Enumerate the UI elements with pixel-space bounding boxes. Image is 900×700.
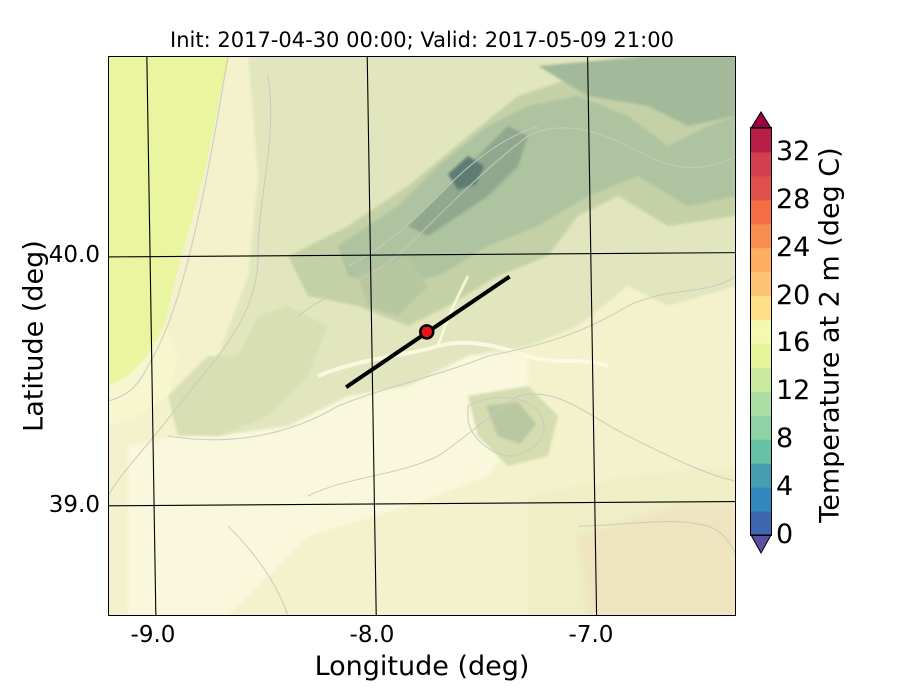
colorbar-tick-label: 12	[776, 375, 811, 407]
colorbar-bin	[751, 247, 771, 273]
colorbar	[750, 111, 772, 555]
contour-line	[307, 393, 736, 497]
colorbar-tick-label: 8	[776, 423, 794, 455]
colorbar-bin	[751, 223, 771, 249]
colorbar-tick-label: 24	[776, 231, 811, 263]
colorbar-bin	[751, 439, 771, 464]
colorbar-bin	[751, 511, 771, 536]
colorbar-bin	[751, 128, 771, 153]
cross-section-midpoint-marker	[418, 324, 435, 340]
contour-line	[227, 525, 289, 616]
parallel-gridline	[108, 252, 736, 258]
plot-title: Init: 2017-04-30 00:00; Valid: 2017-05-0…	[170, 28, 674, 52]
map-plot	[108, 56, 736, 616]
colorbar-extend-max-arrow	[750, 111, 772, 129]
contour-line	[108, 56, 229, 402]
mountain-core-region	[338, 96, 736, 286]
colorbar-bin	[751, 343, 771, 368]
southeast-warm-region	[578, 504, 736, 616]
river-valley-line	[436, 275, 470, 347]
contour-line	[108, 75, 272, 497]
x-tick-label: -7.0	[568, 622, 614, 648]
summit-region	[448, 156, 484, 190]
colorbar-label: Temperature at 2 m (deg C)	[814, 147, 846, 523]
colorbar-bin	[751, 295, 771, 321]
meridian-gridline	[146, 56, 157, 616]
colorbar-frame	[750, 127, 772, 536]
colorbar-extend-min-arrow	[750, 534, 772, 555]
meridian-gridline	[366, 56, 377, 616]
colorbar-bin	[751, 151, 771, 177]
colorbar-tick-label: 0	[776, 519, 794, 550]
contour-line	[577, 521, 736, 557]
plot-frame	[108, 56, 736, 616]
colorbar-bin	[751, 415, 771, 440]
colorbar-bin	[751, 463, 771, 488]
river-valley-line	[317, 340, 609, 378]
y-tick-label: 39.0	[48, 492, 100, 518]
x-tick-label: -8.0	[349, 622, 395, 648]
x-axis-label: Longitude (deg)	[314, 651, 530, 682]
west-hills-region	[168, 306, 328, 436]
colorbar-tick-label: 32	[776, 135, 811, 167]
meridian-gridline	[587, 56, 598, 616]
contour-line	[347, 125, 539, 267]
south-ridge-core-region	[486, 402, 536, 444]
colorbar-tick-label: 4	[776, 471, 794, 503]
y-tick-label: 40.0	[48, 242, 100, 268]
colorbar-bin	[751, 271, 771, 297]
y-axis-label: Latitude (deg)	[18, 240, 50, 432]
colorbar-tick-label: 16	[776, 327, 811, 359]
colorbar-tick-label: 20	[776, 279, 811, 311]
contour-line	[467, 396, 545, 457]
parallel-gridline	[108, 500, 736, 507]
colorbar-bin	[751, 487, 771, 512]
colorbar-bin	[751, 367, 771, 392]
contour-line	[167, 275, 736, 441]
colorbar-bin	[751, 319, 771, 344]
colorbar-bin	[751, 175, 771, 201]
ocean-strip-region	[108, 56, 230, 386]
colorbar-bin	[751, 391, 771, 416]
colorbar-tick-label: 28	[776, 183, 811, 215]
contour-line	[297, 127, 736, 317]
x-tick-label: -9.0	[130, 622, 176, 648]
colorbar-bin	[751, 199, 771, 225]
warm-lowland-region	[128, 348, 528, 616]
